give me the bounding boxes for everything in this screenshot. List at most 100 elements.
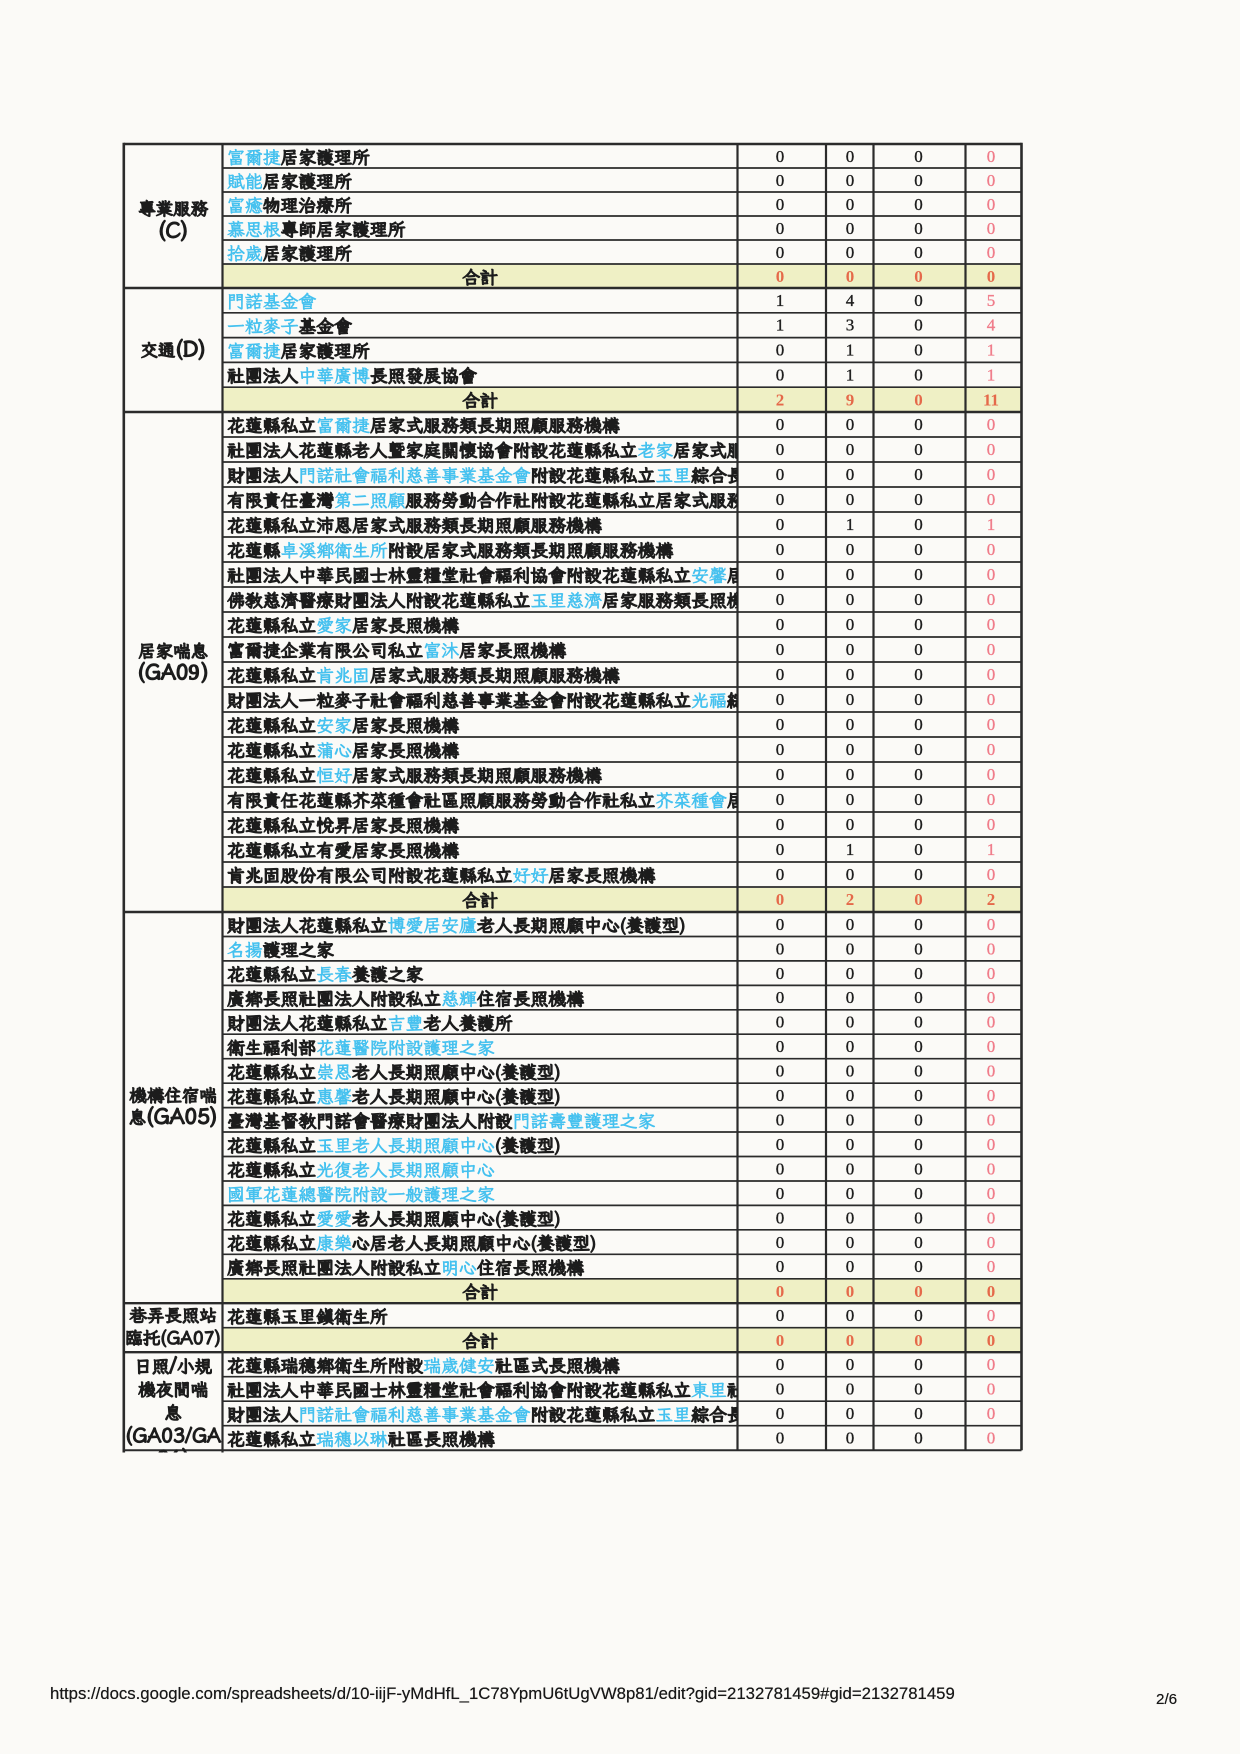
svg-text:0: 0 <box>846 267 855 286</box>
svg-text:0: 0 <box>987 267 996 286</box>
svg-text:0: 0 <box>846 1135 855 1154</box>
svg-text:0: 0 <box>914 195 923 214</box>
svg-text:0: 0 <box>914 640 923 659</box>
svg-text:0: 0 <box>987 1306 996 1325</box>
svg-text:1: 1 <box>776 291 785 310</box>
svg-text:0: 0 <box>914 1331 923 1350</box>
svg-text:0: 0 <box>776 440 785 459</box>
svg-text:0: 0 <box>846 243 855 262</box>
svg-text:0: 0 <box>914 465 923 484</box>
svg-text:0: 0 <box>776 640 785 659</box>
svg-text:0: 0 <box>776 1331 785 1350</box>
svg-text:0: 0 <box>776 1282 785 1301</box>
svg-text:0: 0 <box>846 171 855 190</box>
svg-text:0: 0 <box>914 440 923 459</box>
svg-text:0: 0 <box>914 815 923 834</box>
svg-text:0: 0 <box>846 1013 855 1032</box>
svg-text:0: 0 <box>914 890 923 909</box>
svg-text:0: 0 <box>914 840 923 859</box>
svg-text:0: 0 <box>776 267 785 286</box>
svg-text:0: 0 <box>776 365 785 384</box>
svg-text:0: 0 <box>846 1062 855 1081</box>
svg-text:5: 5 <box>987 291 996 310</box>
svg-text:0: 0 <box>987 1380 996 1399</box>
svg-text:0: 0 <box>914 1306 923 1325</box>
svg-text:0: 0 <box>846 440 855 459</box>
svg-text:0: 0 <box>776 1429 785 1448</box>
svg-text:0: 0 <box>914 1282 923 1301</box>
svg-text:1: 1 <box>846 840 855 859</box>
svg-text:2: 2 <box>987 890 996 909</box>
svg-text:0: 0 <box>914 291 923 310</box>
svg-text:0: 0 <box>987 243 996 262</box>
svg-text:0: 0 <box>776 1380 785 1399</box>
svg-text:0: 0 <box>776 715 785 734</box>
svg-text:0: 0 <box>914 939 923 958</box>
svg-text:0: 0 <box>987 490 996 509</box>
svg-text:0: 0 <box>776 1062 785 1081</box>
svg-text:0: 0 <box>987 1086 996 1105</box>
svg-text:0: 0 <box>987 171 996 190</box>
svg-text:0: 0 <box>846 490 855 509</box>
svg-text:0: 0 <box>846 964 855 983</box>
svg-text:0: 0 <box>914 765 923 784</box>
svg-text:0: 0 <box>914 490 923 509</box>
svg-text:0: 0 <box>987 1013 996 1032</box>
svg-text:0: 0 <box>914 390 923 409</box>
svg-text:0: 0 <box>846 1257 855 1276</box>
svg-text:0: 0 <box>776 219 785 238</box>
svg-text:0: 0 <box>987 147 996 166</box>
svg-text:0: 0 <box>914 1208 923 1227</box>
svg-text:0: 0 <box>776 1208 785 1227</box>
svg-text:0: 0 <box>846 1404 855 1423</box>
svg-text:0: 0 <box>846 939 855 958</box>
svg-text:0: 0 <box>914 988 923 1007</box>
svg-text:0: 0 <box>776 565 785 584</box>
svg-text:0: 0 <box>846 590 855 609</box>
svg-text:0: 0 <box>776 1404 785 1423</box>
svg-text:0: 0 <box>914 915 923 934</box>
svg-text:0: 0 <box>914 243 923 262</box>
svg-text:0: 0 <box>846 690 855 709</box>
svg-text:1: 1 <box>776 316 785 335</box>
svg-text:0: 0 <box>846 1306 855 1325</box>
svg-text:0: 0 <box>846 740 855 759</box>
svg-text:0: 0 <box>987 939 996 958</box>
svg-text:0: 0 <box>776 939 785 958</box>
svg-text:0: 0 <box>987 690 996 709</box>
svg-text:0: 0 <box>776 490 785 509</box>
svg-text:0: 0 <box>987 415 996 434</box>
svg-text:0: 0 <box>776 1159 785 1178</box>
svg-text:0: 0 <box>987 865 996 884</box>
svg-text:0: 0 <box>846 1233 855 1252</box>
svg-text:0: 0 <box>987 640 996 659</box>
svg-text:0: 0 <box>776 1306 785 1325</box>
svg-text:0: 0 <box>776 690 785 709</box>
svg-text:0: 0 <box>776 1135 785 1154</box>
svg-text:0: 0 <box>776 840 785 859</box>
svg-text:0: 0 <box>776 1355 785 1374</box>
svg-text:0: 0 <box>987 1429 996 1448</box>
svg-text:0: 0 <box>914 415 923 434</box>
svg-text:0: 0 <box>914 1062 923 1081</box>
svg-text:0: 0 <box>914 1355 923 1374</box>
svg-text:0: 0 <box>914 1086 923 1105</box>
svg-text:0: 0 <box>987 465 996 484</box>
svg-text:0: 0 <box>846 1380 855 1399</box>
svg-text:0: 0 <box>914 565 923 584</box>
svg-text:0: 0 <box>987 790 996 809</box>
svg-text:0: 0 <box>776 964 785 983</box>
svg-text:0: 0 <box>987 615 996 634</box>
svg-text:0: 0 <box>776 171 785 190</box>
svg-text:11: 11 <box>983 390 999 409</box>
svg-text:0: 0 <box>776 1233 785 1252</box>
svg-text:0: 0 <box>914 865 923 884</box>
svg-text:0: 0 <box>987 1159 996 1178</box>
svg-text:0: 0 <box>914 790 923 809</box>
svg-text:0: 0 <box>846 1355 855 1374</box>
svg-text:0: 0 <box>987 219 996 238</box>
svg-text:0: 0 <box>914 665 923 684</box>
svg-text:4: 4 <box>987 316 996 335</box>
svg-text:0: 0 <box>987 1135 996 1154</box>
svg-text:0: 0 <box>846 1282 855 1301</box>
